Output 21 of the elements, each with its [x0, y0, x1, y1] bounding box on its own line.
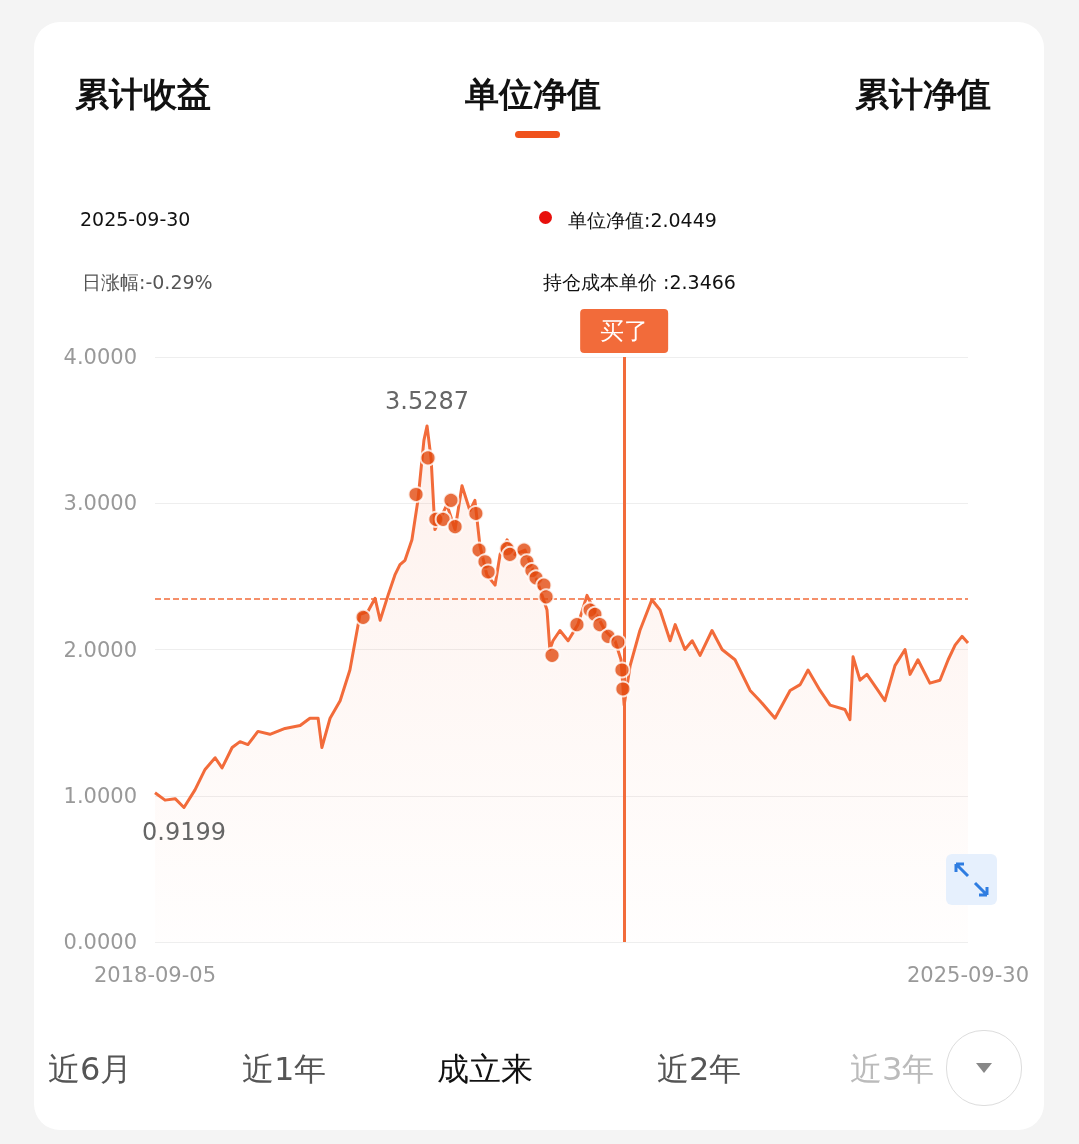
text: 日涨幅:-0.29% [82, 270, 213, 295]
text: 累计收益 [75, 73, 211, 116]
text: 近1年 [242, 1049, 327, 1090]
annotation: 3.5287 [385, 387, 470, 416]
annotation: 0.9199 [141, 817, 226, 846]
x-tick-label: 2018-09-05 [93, 962, 217, 987]
text: 累计净值 [855, 73, 991, 116]
y-tick-label: 1.0000 [63, 783, 137, 808]
ref-line-label: 买了 [600, 317, 649, 345]
text: 单位净值 [465, 73, 601, 116]
y-tick-label: 0.0000 [63, 930, 137, 954]
text: 持仓成本单价 :2.3466 [543, 270, 736, 295]
text: 近6月 [48, 1049, 133, 1090]
text: 2025-09-30 [80, 208, 191, 230]
y-tick-label: 4.0000 [63, 345, 137, 369]
y-tick-label: 3.0000 [63, 491, 137, 516]
text: 近3年 [850, 1049, 935, 1090]
text: 单位净值:2.0449 [568, 208, 717, 233]
text: 成立来 [437, 1049, 533, 1090]
y-tick-label: 2.0000 [63, 637, 137, 662]
text: 近2年 [657, 1049, 742, 1090]
